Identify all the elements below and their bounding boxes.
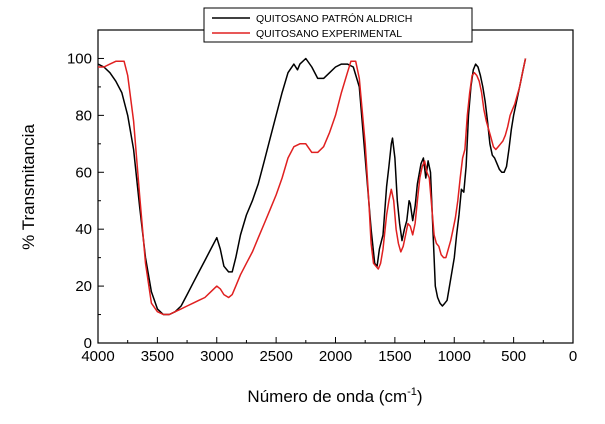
plot-area [97, 29, 574, 344]
y-axis: 0 20 40 60 80 100 [67, 29, 104, 352]
x-tick-label: 0 [569, 348, 577, 365]
x-tick-label: 2500 [259, 348, 292, 365]
x-axis-title: Número de onda (cm-1) [247, 386, 422, 406]
x-tick-label: 3500 [141, 348, 174, 365]
y-tick-label: 100 [67, 50, 92, 67]
x-tick-label: 1000 [438, 348, 471, 365]
y-tick-label: 0 [84, 335, 92, 352]
series-line-2 [98, 58, 527, 316]
series-line-1 [97, 57, 527, 316]
y-axis-title: % Transmitancia [19, 124, 38, 250]
x-axis-title-main: Número de onda (cm [247, 387, 407, 406]
plot-frame [97, 29, 574, 344]
x-tick-label: 1500 [378, 348, 411, 365]
x-axis: 4000 3500 3000 2500 2000 1500 1000 500 0 [81, 337, 577, 365]
legend: QUITOSANO PATRÓN ALDRICH QUITOSANO EXPER… [203, 7, 473, 43]
y-tick-label: 60 [75, 164, 92, 181]
y-tick-label: 40 [75, 221, 92, 238]
x-axis-title-suffix: ) [417, 387, 423, 406]
legend-label-series-1: QUITOSANO PATRÓN ALDRICH [256, 12, 412, 25]
legend-box [203, 7, 473, 43]
x-tick-label: 3000 [200, 348, 233, 365]
series-layer [97, 57, 527, 316]
y-tick-label: 20 [75, 278, 92, 295]
y-tick-label: 80 [75, 107, 92, 124]
x-axis-title-superscript: -1 [407, 386, 417, 398]
x-tick-label: 4000 [81, 348, 114, 365]
legend-label-series-2: QUITOSANO EXPERIMENTAL [256, 28, 402, 40]
x-tick-label: 500 [501, 348, 526, 365]
x-tick-label: 2000 [319, 348, 352, 365]
